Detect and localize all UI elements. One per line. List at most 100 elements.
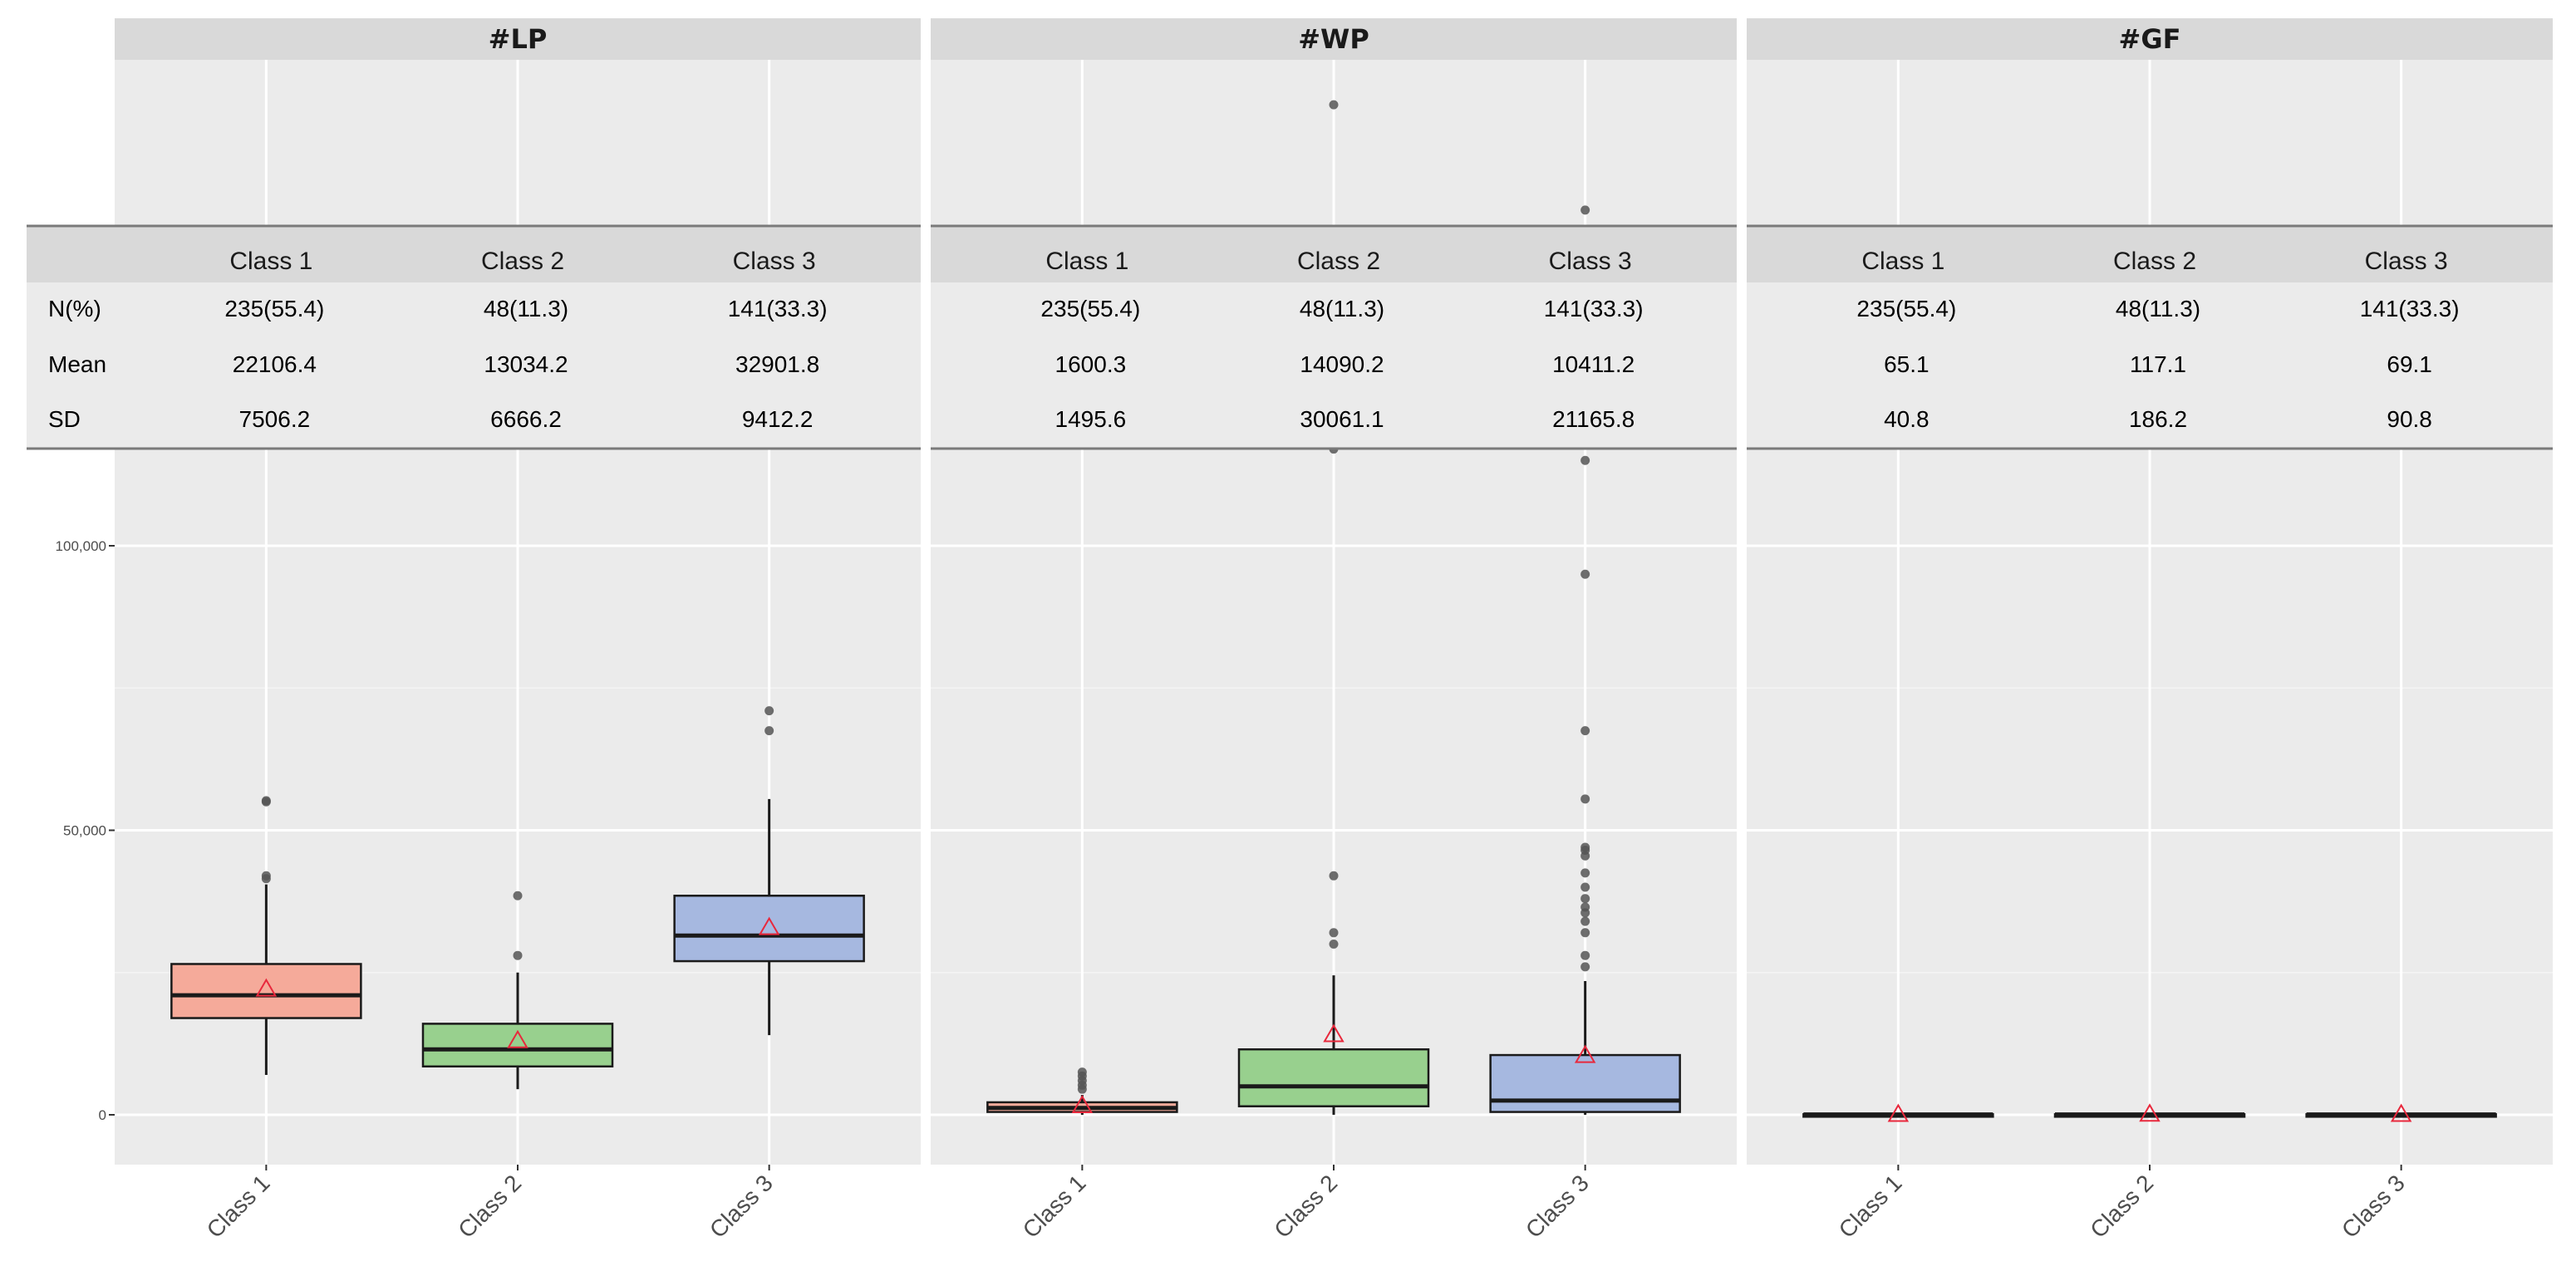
table-cell: 235(55.4) — [1040, 296, 1140, 321]
box-gf-class-3 — [2305, 1103, 2497, 1122]
table-cell: 6666.2 — [490, 406, 562, 432]
table-column-header: Class 3 — [733, 248, 816, 275]
outlier-point — [1581, 569, 1590, 579]
table-cell: 48(11.3) — [1300, 296, 1384, 321]
box-wp-class-1 — [986, 1067, 1178, 1115]
table-cell: 40.8 — [1884, 406, 1930, 432]
box-wp-class-2 — [1237, 100, 1430, 1115]
outlier-point — [1581, 842, 1590, 852]
table-cell: 9412.2 — [742, 406, 814, 432]
table-cell: 7506.2 — [239, 406, 311, 432]
table-column-header: Class 1 — [1045, 248, 1128, 275]
mean-marker — [1323, 1023, 1345, 1043]
table-cell: 32901.8 — [735, 351, 819, 377]
outlier-point — [261, 874, 271, 884]
table-cell: 48(11.3) — [2116, 296, 2200, 321]
table-column-header: Class 1 — [229, 248, 312, 275]
table-header-background — [27, 226, 921, 282]
table-cell: 1600.3 — [1055, 351, 1127, 377]
x-tick-label: Class 3 — [705, 1170, 778, 1243]
table-row-label: Mean — [48, 351, 106, 377]
table-column-header: Class 3 — [2365, 248, 2448, 275]
mean-marker — [255, 978, 278, 997]
outlier-point — [1329, 871, 1339, 881]
mean-marker — [2390, 1103, 2412, 1122]
mean-marker — [1574, 1044, 1596, 1063]
outlier-point — [1581, 902, 1590, 912]
outlier-point — [1581, 205, 1590, 215]
table-row-label: N(%) — [48, 296, 101, 321]
table-cell: 22106.4 — [233, 351, 317, 377]
table-cell: 48(11.3) — [484, 296, 568, 321]
box-gf-class-1 — [1802, 1103, 1994, 1122]
x-tick-label: Class 3 — [1521, 1170, 1594, 1243]
box-iqr — [170, 963, 362, 1019]
table-cell: 141(33.3) — [2360, 296, 2460, 321]
mean-marker — [507, 1029, 528, 1048]
outlier-point — [1581, 894, 1590, 904]
facet-panel-gf: #GF — [1747, 18, 2553, 1165]
table-cell: 1495.6 — [1055, 406, 1127, 432]
x-tick-label: Class 2 — [453, 1170, 526, 1243]
outlier-point — [1581, 868, 1590, 878]
x-axis-wp: Class 1 Class 2 Class 3 — [1018, 1165, 1594, 1243]
table-cell: 30061.1 — [1300, 406, 1384, 432]
table-cell: 14090.2 — [1300, 351, 1384, 377]
outlier-point — [764, 726, 774, 736]
outlier-point — [1581, 726, 1590, 736]
box-iqr — [1489, 1053, 1681, 1113]
table-cell: 10411.2 — [1552, 351, 1635, 377]
box-lp-class-1 — [170, 796, 362, 1076]
table-column-header: Class 2 — [1297, 248, 1380, 275]
box-lp-class-2 — [421, 891, 614, 1090]
table-header-background — [931, 226, 1737, 282]
box-gf-class-2 — [2053, 1103, 2246, 1122]
mean-marker — [2139, 1103, 2161, 1122]
facet-strip-title: #WP — [1298, 23, 1369, 55]
box-iqr — [1237, 1048, 1430, 1107]
facet-strip — [931, 18, 1737, 60]
box-lp-class-3 — [673, 706, 865, 1036]
table-cell: 186.2 — [2129, 406, 2187, 432]
outlier-point — [1329, 100, 1339, 110]
outlier-point — [1329, 928, 1339, 938]
x-tick-label: Class 2 — [2085, 1170, 2158, 1243]
x-tick-label: Class 1 — [202, 1170, 275, 1243]
table-cell: 69.1 — [2387, 351, 2432, 377]
facet-strip — [1747, 18, 2553, 60]
table-header-background — [1747, 226, 2553, 282]
table-cell: 90.8 — [2387, 406, 2432, 432]
facet-strip — [115, 18, 921, 60]
box-iqr — [673, 895, 865, 963]
table-cell: 235(55.4) — [224, 296, 324, 321]
y-tick-label: 100,000 — [56, 538, 106, 554]
outlier-point — [513, 891, 523, 900]
table-cell: 141(33.3) — [1544, 296, 1644, 321]
mean-marker — [1887, 1103, 1910, 1122]
mean-marker — [758, 916, 780, 935]
outlier-point — [1581, 455, 1590, 465]
table-cell: 235(55.4) — [1856, 296, 1956, 321]
y-tick-label: 50,000 — [63, 823, 106, 839]
facet-strip-title: #LP — [489, 23, 548, 55]
outlier-point — [1581, 794, 1590, 804]
table-column-header: Class 3 — [1549, 248, 1632, 275]
table-cell: 65.1 — [1884, 351, 1930, 377]
outlier-point — [1329, 940, 1339, 949]
table-column-header: Class 2 — [2113, 248, 2196, 275]
table-column-header: Class 1 — [1861, 248, 1944, 275]
x-axis-gf: Class 1 Class 2 Class 3 — [1834, 1165, 2410, 1243]
table-cell: 117.1 — [2130, 351, 2186, 377]
x-tick-label: Class 2 — [1269, 1170, 1342, 1243]
outlier-point — [1581, 962, 1590, 972]
outlier-point — [764, 706, 774, 716]
outlier-point — [1581, 950, 1590, 960]
y-tick-label: 0 — [99, 1107, 106, 1123]
table-row-label: SD — [48, 406, 81, 432]
outlier-point — [1581, 928, 1590, 938]
outlier-point — [261, 796, 271, 806]
outlier-point — [1581, 882, 1590, 892]
x-tick-label: Class 1 — [1018, 1170, 1091, 1243]
table-cell: 13034.2 — [484, 351, 568, 377]
